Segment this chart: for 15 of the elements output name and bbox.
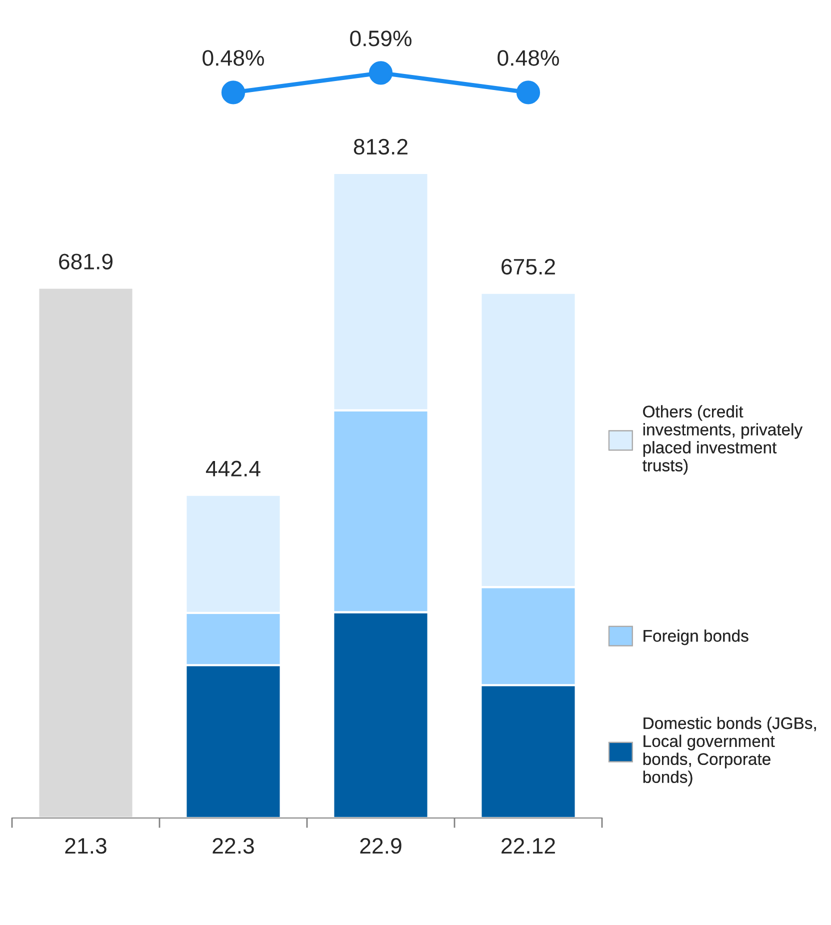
annotation: 681.9	[59, 254, 113, 270]
annotation: 442.4	[206, 460, 260, 476]
x-tick-label: 22.3	[212, 838, 254, 854]
legend-label: Others (credit investments, privately placed investment trusts)	[642, 405, 803, 475]
annotation: 813.2	[354, 138, 408, 155]
x-tick-label: 22.12	[502, 838, 555, 854]
legend-label: Domestic bonds (JGBs, Local government bonds, Corporate bonds)	[643, 716, 816, 786]
annotation: 675.2	[502, 258, 555, 275]
x-tick-label: 21.3	[65, 838, 106, 854]
bar	[37, 286, 134, 818]
data-label: 0.48%	[498, 50, 559, 66]
data-label: 0.48%	[202, 50, 264, 66]
x-tick-label: 22.9	[360, 838, 402, 854]
data-label: 0.59%	[350, 30, 412, 46]
legend-label: Foreign bonds	[644, 630, 748, 646]
